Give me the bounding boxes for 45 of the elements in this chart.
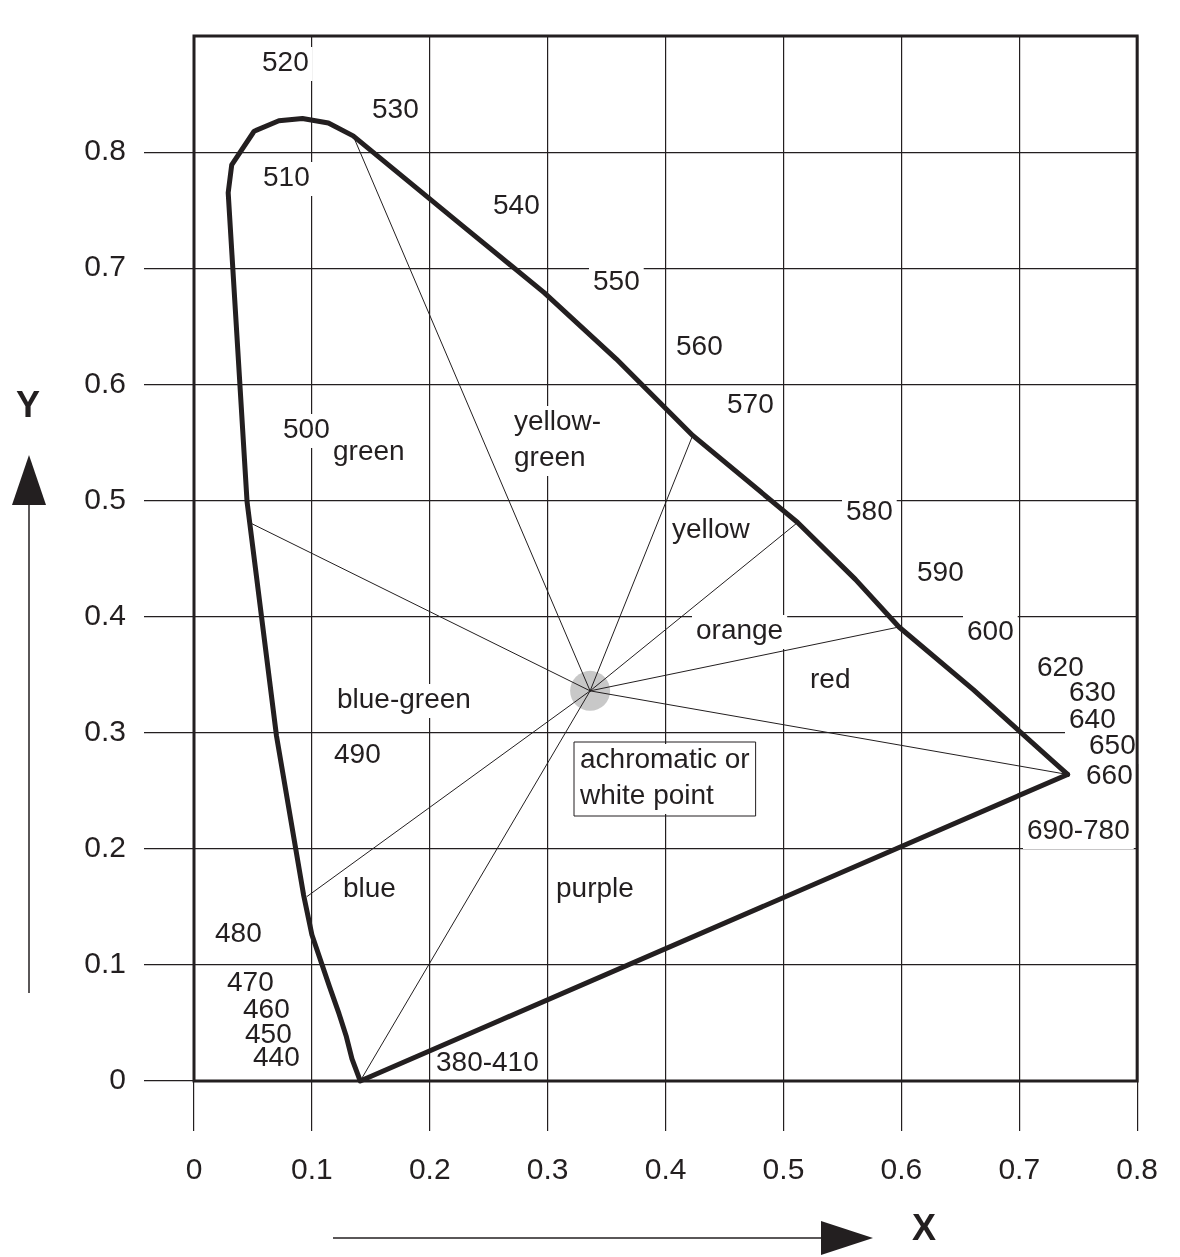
x-axis-title: X xyxy=(912,1207,937,1248)
y-tick-label: 0.3 xyxy=(84,713,126,747)
annotation: 520 xyxy=(262,45,309,77)
x-tick-label: 0.3 xyxy=(526,1152,569,1186)
annotation: 590 xyxy=(917,555,964,587)
y-tick-label: 0.4 xyxy=(84,597,126,631)
y-tick-label: 0 xyxy=(109,1062,126,1096)
annotation: blue-green xyxy=(337,682,471,714)
x-tick-label: 0.2 xyxy=(408,1152,451,1186)
y-tick-label: 0.6 xyxy=(84,365,126,399)
annotation: green xyxy=(333,434,405,466)
annotation: yellow- green xyxy=(514,404,602,472)
annotation: yellow xyxy=(672,512,751,544)
y-tick-label: 0.8 xyxy=(84,133,126,167)
x-tick-label: 0 xyxy=(185,1152,203,1186)
annotation: 380-410 xyxy=(436,1045,539,1077)
x-tick-label: 0.1 xyxy=(291,1152,333,1186)
annotation: 690-780 xyxy=(1027,813,1130,845)
annotation: 580 xyxy=(846,494,893,526)
y-tick-label: 0.5 xyxy=(84,481,126,515)
x-tick-label: 0.7 xyxy=(998,1152,1041,1186)
annotation: 560 xyxy=(676,329,723,361)
annotation: 510 xyxy=(263,160,310,192)
x-tick-label: 0.8 xyxy=(1116,1152,1159,1186)
annotation: 550 xyxy=(593,264,640,296)
annotation: 490 xyxy=(334,737,381,769)
annotation: 480 xyxy=(215,916,262,948)
annotation: achromatic or white point xyxy=(579,742,750,810)
annotation: 600 xyxy=(967,614,1014,646)
annotation: 540 xyxy=(493,188,540,220)
y-axis-title: Y xyxy=(16,384,41,425)
annotation: blue xyxy=(343,871,396,903)
annotation: 500 xyxy=(283,412,330,444)
annotation: orange xyxy=(696,613,784,645)
y-tick-label: 0.2 xyxy=(84,830,126,864)
annotation: red xyxy=(810,662,851,694)
x-tick-label: 0.4 xyxy=(644,1152,687,1186)
annotation: 570 xyxy=(727,387,774,419)
annotation: purple xyxy=(556,871,634,903)
x-tick-label: 0.5 xyxy=(762,1152,805,1186)
annotation: 660 xyxy=(1086,758,1133,790)
x-tick-label: 0.6 xyxy=(880,1152,923,1186)
annotation: 530 xyxy=(372,92,419,124)
y-tick-label: 0.1 xyxy=(84,946,126,980)
y-tick-label: 0.7 xyxy=(84,249,126,283)
